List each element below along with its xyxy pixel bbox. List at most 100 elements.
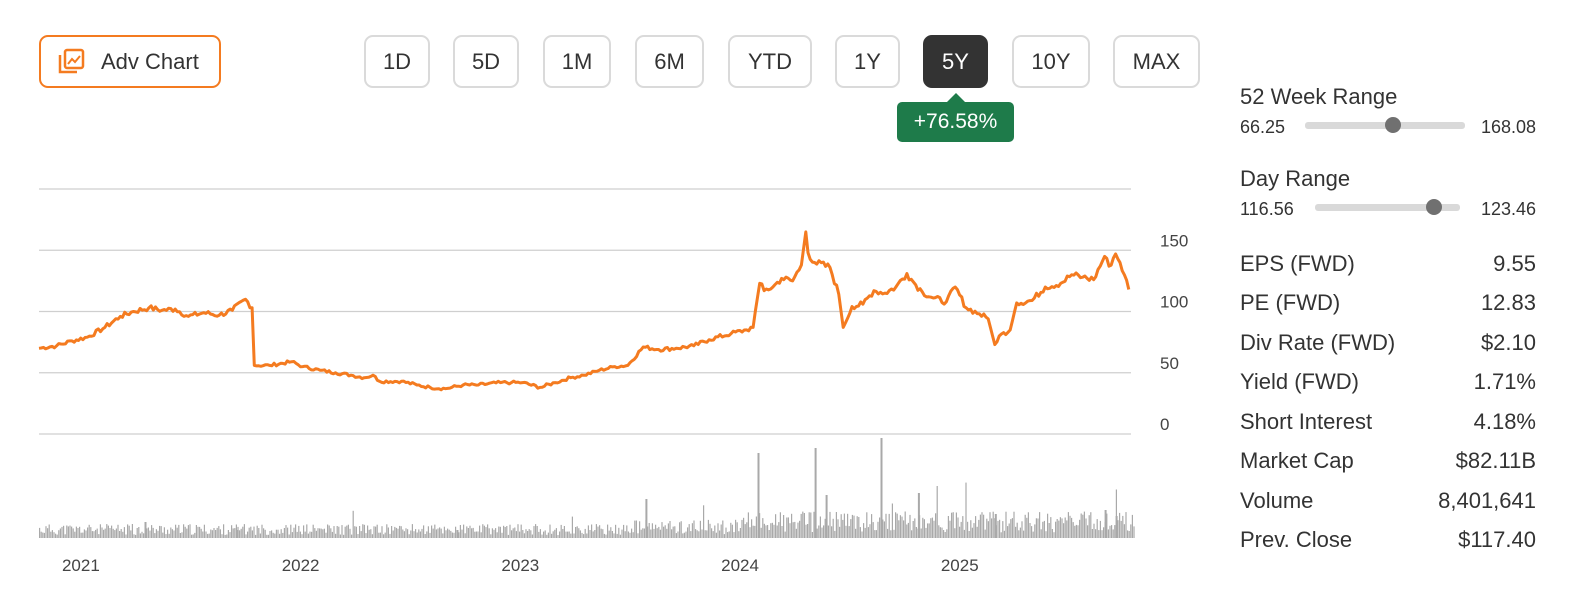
volume-bar (503, 525, 505, 538)
volume-bar (474, 531, 476, 538)
volume-bar (991, 518, 993, 538)
volume-bar (827, 525, 829, 538)
volume-bar (893, 529, 895, 538)
volume-bar (693, 520, 695, 538)
volume-bar (775, 514, 777, 538)
volume-bar (970, 520, 972, 538)
volume-bar (221, 534, 223, 538)
range-button-1d[interactable]: 1D (364, 35, 430, 88)
volume-bar (343, 534, 345, 538)
volume-bar (770, 523, 772, 538)
volume-bar (997, 520, 999, 538)
volume-bar (227, 530, 229, 538)
stat-label: PE (FWD) (1240, 290, 1341, 316)
volume-bar (207, 533, 209, 538)
volume-bar (1103, 527, 1105, 538)
volume-bar (874, 530, 876, 538)
volume-bar (306, 524, 308, 538)
volume-bar (824, 518, 826, 538)
volume-bar (746, 522, 748, 538)
range-button-5d[interactable]: 5D (453, 35, 519, 88)
volume-bar (431, 525, 433, 538)
volume-bar (373, 526, 375, 538)
volume-bar (323, 528, 325, 538)
volume-bar (647, 526, 649, 538)
volume-bar (384, 532, 386, 538)
volume-bar (1087, 525, 1089, 538)
range-button-1y[interactable]: 1Y (835, 35, 900, 88)
volume-bar (170, 527, 172, 538)
y-tick-label: 150 (1160, 231, 1188, 250)
volume-bar (1101, 530, 1103, 538)
volume-bar (808, 512, 810, 538)
volume-bar (752, 525, 754, 538)
volume-bar (687, 527, 689, 538)
volume-bar (459, 525, 461, 538)
stat-label: Prev. Close (1240, 527, 1353, 553)
range-button-10y[interactable]: 10Y (1012, 35, 1090, 88)
volume-bar (346, 525, 348, 538)
stat-value: 12.83 (1480, 290, 1536, 316)
day-low: 116.56 (1240, 199, 1294, 219)
day-slider-track (1315, 204, 1460, 211)
volume-bar (360, 531, 362, 538)
range-button-6m[interactable]: 6M (635, 35, 704, 88)
range-button-1m[interactable]: 1M (543, 35, 611, 88)
volume-bar (840, 514, 842, 538)
volume-bar (850, 519, 852, 538)
volume-bar (973, 523, 975, 538)
x-tick-label: 2023 (501, 556, 539, 575)
volume-bar (586, 533, 588, 538)
stat-value: $117.40 (1458, 527, 1536, 553)
volume-bar (576, 526, 578, 538)
volume-bar (115, 528, 117, 538)
volume-bar (291, 532, 293, 538)
volume-bar (239, 530, 241, 538)
volume-bar (682, 533, 684, 538)
volume-bar (975, 516, 977, 538)
volume-bar (639, 521, 641, 538)
volume-bar (101, 527, 103, 538)
volume-bar (920, 528, 922, 538)
volume-bar (119, 531, 121, 538)
volume-bar (608, 530, 610, 538)
volume-bar (979, 514, 981, 538)
volume-spike (814, 448, 817, 538)
volume-bar (1131, 514, 1133, 538)
volume-bar (61, 526, 63, 538)
volume-bar (864, 527, 866, 538)
volume-bar (386, 524, 388, 538)
volume-bar (810, 512, 812, 538)
volume-bar (231, 525, 233, 538)
volume-bar (539, 529, 541, 538)
volume-bar (40, 531, 42, 538)
volume-bar (1114, 525, 1116, 538)
volume-bar (989, 512, 991, 538)
volume-bar (151, 525, 153, 538)
range-button-5y[interactable]: 5Y (923, 35, 988, 88)
volume-bar (43, 532, 45, 538)
volume-bar (176, 527, 178, 538)
day-range-title: Day Range (1240, 166, 1351, 191)
volume-bar (200, 528, 202, 538)
range-button-max[interactable]: MAX (1113, 35, 1200, 88)
volume-bar (271, 530, 273, 538)
volume-bar (426, 531, 428, 538)
volume-bar (519, 531, 521, 538)
volume-bar (1122, 515, 1124, 538)
volume-bar (565, 531, 567, 538)
adv-chart-button[interactable]: Adv Chart (39, 35, 221, 88)
volume-bar (547, 532, 549, 538)
volume-bar (789, 523, 791, 538)
volume-bar (911, 530, 913, 538)
volume-bar (1091, 529, 1093, 538)
volume-bar (592, 531, 594, 538)
volume-bar (490, 534, 492, 538)
volume-bar (891, 503, 893, 538)
x-axis-labels: 2021 2022 2023 2024 2025 (62, 556, 979, 575)
volume-bar (858, 517, 860, 538)
volume-bar (872, 522, 874, 538)
range-button-ytd[interactable]: YTD (728, 35, 812, 88)
volume-bar (146, 528, 148, 538)
volume-bar (594, 530, 596, 538)
